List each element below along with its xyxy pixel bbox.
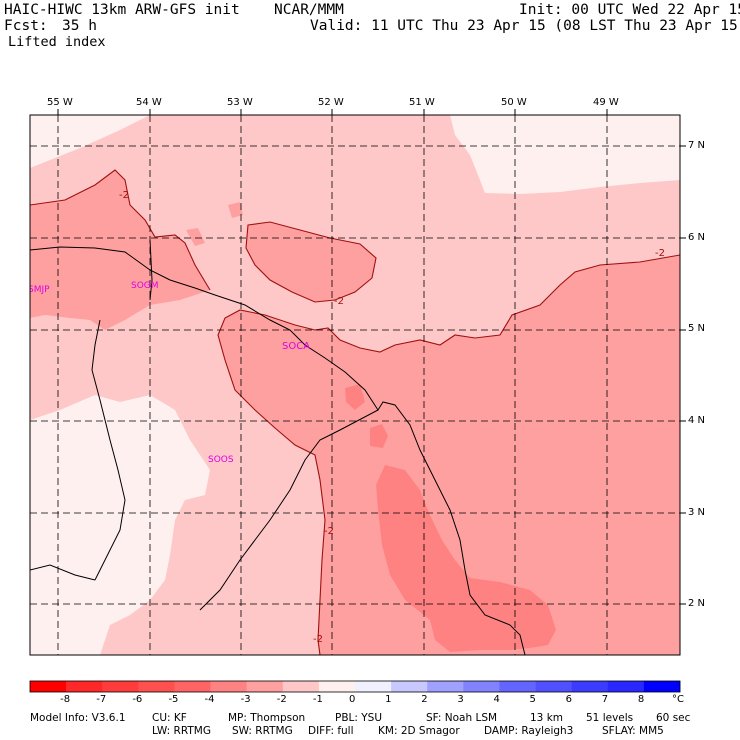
contour-label-4: -2 (324, 526, 334, 537)
colorbar-swatch (607, 681, 645, 692)
colorbar-tick-label: 8 (637, 694, 645, 705)
colorbar-swatch (138, 681, 175, 692)
colorbar-swatch (210, 681, 247, 692)
footer-timestep: 60 sec (656, 712, 691, 724)
shade-minus3-to-minus4-spot-2 (345, 384, 365, 410)
colorbar-tick-label: 0 (349, 694, 356, 705)
colorbar-tick-label: -8 (60, 694, 71, 705)
station-sogm: SOGM (131, 281, 159, 291)
colorbar-swatch (355, 681, 392, 692)
colorbar-tick-label: 2 (421, 694, 428, 705)
colorbar-swatch (643, 681, 681, 692)
lat-label-5n: 5 N (688, 323, 706, 334)
shade-minus2-to-minus3-center (246, 222, 376, 302)
shade-zero-to-minus1-nw (30, 115, 150, 168)
footer-km: KM: 2D Smagor (378, 725, 460, 737)
colorbar-swatch (66, 681, 103, 692)
model-title: HAIC-HIWC 13km ARW-GFS init (4, 2, 240, 18)
colorbar-swatch (30, 681, 67, 692)
colorbar-tick-label: 1 (385, 694, 392, 705)
contour-label-3: -2 (655, 248, 665, 259)
forecast-hour: 35 h (62, 18, 97, 34)
colorbar-swatch (571, 681, 609, 692)
lat-label-3n: 3 N (688, 507, 706, 518)
colorbar-tick-label: -5 (168, 694, 179, 705)
footer-levels: 51 levels (586, 712, 634, 724)
lat-label-7n: 7 N (688, 140, 706, 151)
lon-label-53w: 53 W (227, 97, 253, 108)
lon-label-51w: 51 W (409, 97, 435, 108)
contour-lines (30, 169, 680, 655)
contour-label-1: -2 (119, 190, 129, 201)
colorbar-tick-label: -7 (96, 694, 107, 705)
shade-small-blob-1 (228, 202, 243, 218)
footer-damp: DAMP: Rayleigh3 (484, 725, 574, 737)
colorbar-swatch (499, 681, 536, 692)
colorbar-tick-label: 4 (493, 694, 500, 705)
colorbar (29, 680, 681, 693)
colorbar-swatch (102, 681, 139, 692)
lon-label-55w: 55 W (47, 97, 73, 108)
lat-label-2n: 2 N (688, 598, 706, 609)
shade-minus3-to-minus4-core (376, 465, 556, 652)
lat-label-4n: 4 N (688, 415, 706, 426)
colorbar-swatch (174, 681, 211, 692)
colorbar-tick-label: 6 (565, 694, 573, 705)
colorbar-tick-label: -6 (132, 694, 143, 705)
shade-small-blob-2 (186, 228, 205, 246)
colorbar-swatch (535, 681, 572, 692)
footer-longwave: LW: RRTMG (152, 725, 211, 737)
shade-zero-to-minus1-sw (30, 395, 210, 655)
station-soca: SOCA (282, 341, 310, 352)
footer-model-info: Model Info: V3.6.1 (30, 712, 126, 724)
station-soos: SOOS (208, 455, 234, 465)
shade-zero-to-minus1-ne (450, 115, 680, 194)
colorbar-swatch (463, 681, 500, 692)
lon-label-54w: 54 W (136, 97, 162, 108)
footer-sflay: SFLAY: MM5 (602, 725, 664, 737)
colorbar-swatch (427, 681, 464, 692)
contour-label-2: -2 (334, 296, 344, 307)
shade-minus2-to-minus3-north (30, 170, 210, 330)
org-label: NCAR/MMM (274, 2, 344, 18)
footer-pbl: PBL: YSU (335, 712, 383, 724)
colorbar-swatch (282, 681, 320, 692)
footer-diffusion: DIFF: full (308, 725, 354, 737)
footer-shortwave: SW: RRTMG (232, 725, 293, 737)
coastlines-borders (30, 239, 526, 655)
lon-label-52w: 52 W (318, 97, 344, 108)
colorbar-tick-label: -4 (204, 694, 215, 705)
lat-label-6n: 6 N (688, 232, 706, 243)
colorbar-tick-label: 5 (529, 694, 536, 705)
colorbar-frame (29, 680, 681, 693)
footer-cumulus: CU: KF (152, 712, 187, 724)
forecast-label: Fcst: (4, 18, 48, 34)
valid-time: Valid: 11 UTC Thu 23 Apr 15 (08 LST Thu … (310, 18, 740, 34)
lon-label-49w: 49 W (593, 97, 619, 108)
axis-ticks (57, 109, 686, 605)
shade-minus3-to-minus4-spot (370, 424, 388, 448)
colorbar-swatch (391, 681, 428, 692)
footer-surface: SF: Noah LSM (426, 712, 498, 724)
lon-label-50w: 50 W (501, 97, 527, 108)
field-name: Lifted index (8, 34, 106, 50)
lat-lon-grid (30, 115, 680, 655)
init-time: Init: 00 UTC Wed 22 Apr 15 (519, 2, 740, 18)
colorbar-tick-label: 7 (601, 694, 609, 705)
colorbar-tick-label: -2 (276, 694, 287, 705)
colorbar-tick-label: -3 (240, 694, 251, 705)
footer-microphysics: MP: Thompson (228, 712, 306, 724)
station-smjp: SMJP (28, 285, 50, 295)
contour-label-5: -2 (313, 634, 323, 645)
colorbar-tick-label: -1 (312, 694, 323, 705)
colorbar-tick-label: 3 (457, 694, 464, 705)
colorbar-swatch (246, 681, 284, 692)
shade-minus2-to-minus3-southeast (218, 255, 680, 655)
colorbar-unit: °C (672, 694, 684, 705)
map-frame (29, 114, 681, 656)
footer-resolution: 13 km (530, 712, 564, 724)
colorbar-swatch (318, 681, 356, 692)
